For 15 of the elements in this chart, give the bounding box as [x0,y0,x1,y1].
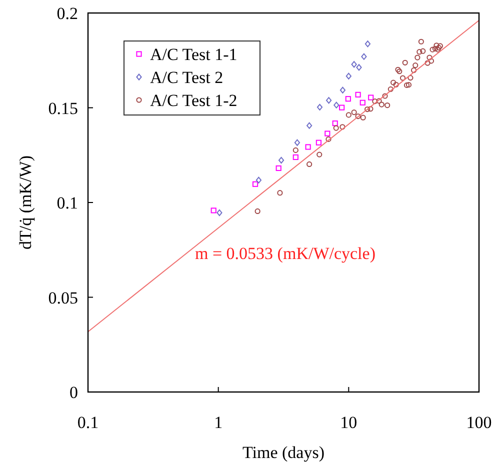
y-tick-label: 0.1 [56,194,78,212]
y-axis-title: dT/q̇ (mK/W) [16,156,35,250]
annotation: m = 0.0533 (mK/W/cycle) [195,244,376,263]
x-tick-label: 10 [340,413,358,432]
y-tick-label: 0.15 [48,98,78,118]
y-tick-label: 0.2 [56,4,78,23]
x-tick-label: 0.1 [77,413,99,432]
y-tick-label: 0 [70,383,78,402]
legend-label: A/C Test 2 [150,68,224,87]
legend-label: A/C Test 1-2 [150,91,238,110]
x-tick-label: 100 [466,413,492,432]
y-tick-label: 0.05 [48,288,78,308]
x-tick-label: 1 [214,413,223,432]
x-axis-title: Time (days) [242,443,325,462]
legend-label: A/C Test 1-1 [150,45,238,64]
